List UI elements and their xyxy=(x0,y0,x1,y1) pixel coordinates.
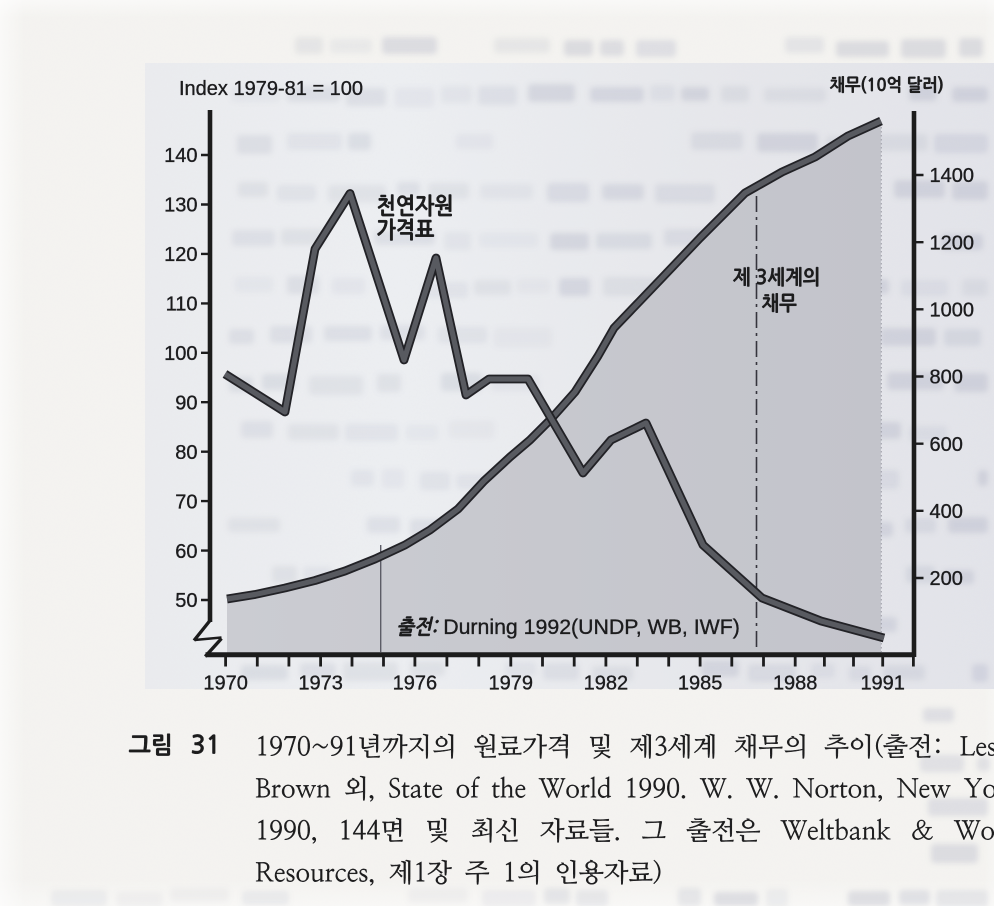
svg-text:1200: 1200 xyxy=(930,232,975,254)
svg-text:1991: 1991 xyxy=(860,673,905,695)
svg-text:60: 60 xyxy=(175,541,197,563)
svg-text:90: 90 xyxy=(175,392,197,414)
svg-text:400: 400 xyxy=(930,501,963,523)
svg-text:1973: 1973 xyxy=(298,673,343,695)
svg-text:50: 50 xyxy=(175,590,197,612)
svg-text:110: 110 xyxy=(166,294,198,316)
svg-text:600: 600 xyxy=(930,434,963,456)
svg-text:800: 800 xyxy=(930,367,963,389)
svg-text:Durning 1992(UNDP, WB, IWF): Durning 1992(UNDP, WB, IWF) xyxy=(443,615,740,639)
svg-text:1400: 1400 xyxy=(930,165,975,187)
svg-text:1985: 1985 xyxy=(678,673,723,695)
svg-text:1979: 1979 xyxy=(489,673,534,695)
svg-text:100: 100 xyxy=(164,343,197,365)
svg-text:120: 120 xyxy=(164,244,197,266)
svg-text:200: 200 xyxy=(930,568,963,590)
svg-text:130: 130 xyxy=(164,195,197,217)
svg-text:140: 140 xyxy=(164,145,197,167)
svg-text:1000: 1000 xyxy=(930,300,975,322)
svg-text:Index 1979-81 = 100: Index 1979-81 = 100 xyxy=(179,78,363,100)
svg-text:1976: 1976 xyxy=(393,673,438,695)
svg-text:1970: 1970 xyxy=(203,673,248,695)
svg-text:1988: 1988 xyxy=(773,673,818,695)
svg-text:80: 80 xyxy=(175,442,197,464)
svg-text:1982: 1982 xyxy=(584,673,629,695)
svg-text:70: 70 xyxy=(175,491,197,513)
